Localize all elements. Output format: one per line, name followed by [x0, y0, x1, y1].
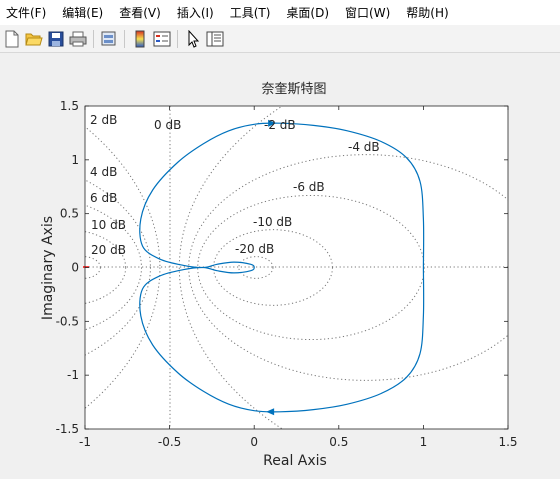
nyquist-curve: [139, 122, 425, 413]
grid-label-0db: 0 dB: [154, 118, 181, 132]
grid-label-20db: 20 dB: [91, 243, 126, 257]
save-icon[interactable]: [46, 29, 66, 49]
grid-label-m10db: -10 dB: [253, 215, 292, 229]
grid-label-m20db: -20 dB: [235, 242, 274, 256]
menu-item-7[interactable]: 帮助(H): [406, 6, 449, 20]
y-tick-label: -1: [67, 368, 79, 382]
menu-item-3[interactable]: 插入(I): [176, 6, 214, 20]
x-tick-label: 0: [250, 435, 258, 449]
nyquist-plot[interactable]: 0 dB -2 dB -4 dB -6 dB -10 dB -20 dB 2 d…: [0, 54, 560, 475]
grid-label-4db: 4 dB: [90, 165, 117, 179]
x-tick-label: 1.5: [498, 435, 517, 449]
new-file-icon[interactable]: [2, 29, 22, 49]
menubar: 文件(F) 编辑(E) 查看(V) 插入(I) 工具(T) 桌面(D) 窗口(W) 帮助(H): [0, 0, 560, 25]
curve-direction-arrow-bottom: [266, 408, 275, 416]
y-tick-label: 1: [71, 153, 79, 167]
grid-label-6db: 6 dB: [90, 191, 117, 205]
print-preview-icon[interactable]: [99, 29, 119, 49]
toolbar-separator: [93, 29, 94, 48]
y-tick-label: 0: [71, 261, 79, 275]
menu-item-1[interactable]: 编辑(E): [62, 6, 104, 20]
toolbar-separator: [177, 29, 178, 48]
grid-label-m6db: -6 dB: [293, 180, 325, 194]
toolbar: [0, 25, 560, 53]
x-tick-label: 0.5: [329, 435, 348, 449]
axes-background: [85, 106, 508, 429]
figure-canvas: 0 dB -2 dB -4 dB -6 dB -10 dB -20 dB 2 d…: [0, 54, 560, 475]
m-circle: [85, 204, 142, 331]
insert-colorbar-icon[interactable]: [130, 29, 150, 49]
grid-label-10db: 10 dB: [91, 218, 126, 232]
m-circle: [178, 106, 284, 429]
x-tick-label: 1: [420, 435, 428, 449]
y-axis-label: Imaginary Axis: [40, 216, 56, 320]
insert-legend-icon[interactable]: [152, 29, 172, 49]
y-tick-label: -0.5: [56, 314, 79, 328]
property-inspector-icon[interactable]: [205, 29, 225, 49]
menu-item-5[interactable]: 桌面(D): [286, 6, 330, 20]
menu-item-2[interactable]: 查看(V): [119, 6, 161, 20]
y-tick-label: 1.5: [60, 99, 79, 113]
print-icon[interactable]: [68, 29, 88, 49]
x-axis-label: Real Axis: [263, 453, 327, 469]
m-circle: [85, 231, 127, 304]
menu-item-0[interactable]: 文件(F): [6, 6, 47, 20]
grid-label-2db: 2 dB: [90, 113, 117, 127]
m-circle: [238, 256, 274, 279]
grid-label-m4db: -4 dB: [348, 140, 380, 154]
y-tick-label: -1.5: [56, 422, 79, 436]
m-circle: [188, 154, 508, 381]
plot-title: 奈奎斯特图: [261, 82, 326, 97]
toolbar-separator: [124, 29, 125, 48]
menu-item-4[interactable]: 工具(T): [229, 6, 271, 20]
x-tick-label: -1: [79, 435, 91, 449]
grid-label-m2db: -2 dB: [264, 118, 296, 132]
y-tick-label: 0.5: [60, 207, 79, 221]
edit-plot-arrow-icon[interactable]: [183, 29, 203, 49]
menu-item-6[interactable]: 窗口(W): [345, 6, 391, 20]
axis-ticks: -1 -0.5 0 0.5 1 1.51.510.50-0.5-1-1.5: [56, 99, 518, 449]
curve-direction-arrow-top: [268, 119, 277, 127]
open-folder-icon[interactable]: [24, 29, 44, 49]
x-tick-label: -0.5: [158, 435, 181, 449]
